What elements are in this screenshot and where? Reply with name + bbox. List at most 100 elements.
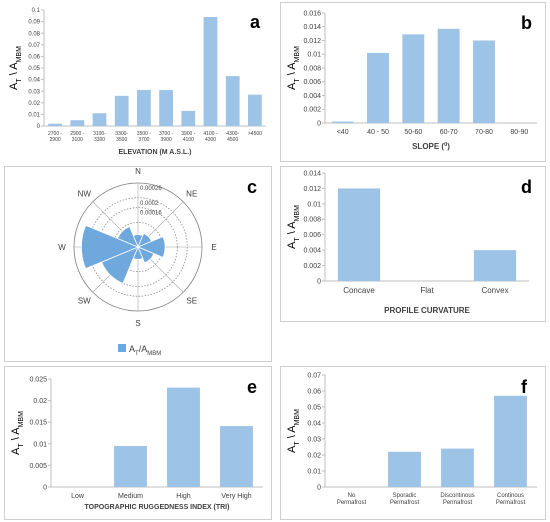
rose-ring-label: 0.0002 [140,201,159,207]
y-axis-title: AT \ AMBM [8,46,23,90]
y-tick-label: 0.04 [28,78,40,84]
y-tick-label: 0.01 [307,52,321,59]
y-tick-label: 0.07 [307,372,321,379]
x-tick-label: 3500 -3700 [137,131,152,143]
rose-direction-label: NW [78,189,92,198]
x-axis-title: TOPOGRAPHIC RUGGEDNESS INDEX (TRI) [85,504,230,511]
bar-7 [181,110,196,126]
y-axis-title: AT \ AMBM [286,205,301,249]
x-tick-label: <40 [337,129,349,136]
y-tick-label: 0.1 [32,8,41,14]
y-tick-label: 0.01 [33,441,47,448]
chart-f-svg: 0 0.01 0.02 0.03 0.04 0.05 0.06 0.07 No Permafros… [286,372,537,506]
x-tick-label: No Permafrost [337,493,367,506]
y-tick-label: 0.008 [303,65,321,72]
bar-4 [114,95,129,126]
y-tick-label: 0 [317,120,321,127]
x-tick-label: 40 - 50 [367,129,389,136]
y-tick-label: 0.01 [307,468,321,475]
x-tick-label: 2700 -2900 [48,131,63,143]
y-tick-label: 0.02 [307,452,321,459]
y-tick-label: 0 [317,484,321,491]
y-tick-label: 0.002 [303,263,321,270]
y-tick-label: 0.008 [303,217,321,224]
y-tick-label: 0.014 [303,24,321,31]
x-axis-title: SLOPE (0) [412,142,450,151]
y-tick-label: 0.09 [28,20,40,26]
rose-petal-w [80,224,140,270]
chart-b-svg: 0 0.002 0.004 0.006 0.008 0.01 0.012 0.014 0.016… [286,10,537,151]
bar-6 [159,90,173,126]
x-tick-label: Discontinous Permafrost [440,493,474,506]
y-tick-label: 0.01 [28,113,40,119]
rose-direction-label: SW [78,297,91,306]
rose-direction-label: SE [186,297,197,306]
panel-letter: c [247,177,257,197]
y-tick-label: 0.05 [28,66,40,72]
bar-2 [367,52,389,123]
panel-b-slope: 0 0.002 0.004 0.006 0.008 0.01 0.012 0.014 0.016… [280,2,546,162]
x-axis-title: PROFILE CURVATURE [384,306,470,315]
x-tick-label: 50-60 [404,129,422,136]
legend-swatch [118,344,126,352]
panel-letter: f [521,377,528,397]
bar-3 [92,113,107,126]
x-tick-label: Medium [118,493,143,500]
x-tick-label: Low [71,493,85,500]
x-tick-label: Continous Permafrost [496,493,526,506]
x-tick-label: 3300-3500 [115,131,128,143]
panel-letter: d [521,177,532,197]
x-tick-label: 4100 -4300 [203,131,218,143]
bar-4 [437,28,460,123]
y-tick-label: 0.014 [303,170,321,177]
bar-4 [220,426,253,487]
bar-5 [473,40,495,123]
panel-c-aspect: 0.00026 0.0002 0.00016 N NE E SE S SW W NW AT/AMBM c [4,166,272,362]
bar-5 [137,90,151,126]
x-tick-label: Flat [420,286,434,295]
y-tick-label: 0.004 [303,93,321,100]
panel-letter: e [247,377,257,397]
bar-9 [225,76,240,126]
y-tick-label: 0.02 [28,101,40,107]
y-tick-label: 0.015 [29,420,47,427]
y-tick-label: 0.012 [303,38,321,45]
y-tick-label: 0.006 [303,79,321,86]
rose-ring-label: 0.00026 [140,186,162,192]
x-tick-label: >4500 [248,131,262,137]
x-tick-label: Sporadic Permafrost [390,493,420,506]
y-tick-label: 0.016 [303,10,321,17]
y-tick-label: 0.08 [28,31,40,37]
chart-e-svg: 0 0.005 0.01 0.015 0.02 0.025 Low Medium High Ver… [10,376,263,511]
y-tick-label: 0.03 [28,89,40,95]
x-tick-label: 60-70 [440,129,458,136]
bar-1 [331,121,354,123]
x-tick-label: 3900 -4100 [181,131,196,143]
panel-letter: a [250,12,261,32]
y-tick-label: 0.004 [303,248,321,255]
y-tick-label: 0.06 [307,388,321,395]
y-tick-label: 0.03 [307,436,321,443]
x-tick-label: High [176,493,191,500]
bar-3 [402,34,425,123]
y-tick-label: 0.01 [307,201,321,208]
y-axis-title: AT \ AMBM [286,409,301,453]
y-tick-label: 0.006 [303,232,321,239]
panel-letter: b [521,13,532,33]
y-axis-title: AT \ AMBM [10,411,25,455]
bar-1 [48,123,62,126]
x-tick-label: 70-80 [475,129,493,136]
bar-4 [494,395,527,487]
rose-direction-label: W [58,243,66,252]
bar-1 [337,188,381,281]
y-tick-label: 0.012 [303,186,321,193]
panel-e-tri: 0 0.005 0.01 0.015 0.02 0.025 Low Medium High Ver… [4,366,272,520]
bar-3 [167,387,200,487]
y-tick-label: 0.04 [307,420,321,427]
bar-3 [473,250,517,281]
y-tick-label: 0 [37,124,41,130]
rose-direction-label: E [211,243,216,252]
rose-petal-e [136,236,166,258]
rose-petal-nw [117,226,139,248]
chart-d-svg: 0 0.002 0.004 0.006 0.008 0.01 0.012 0.014 Conca… [286,170,532,315]
